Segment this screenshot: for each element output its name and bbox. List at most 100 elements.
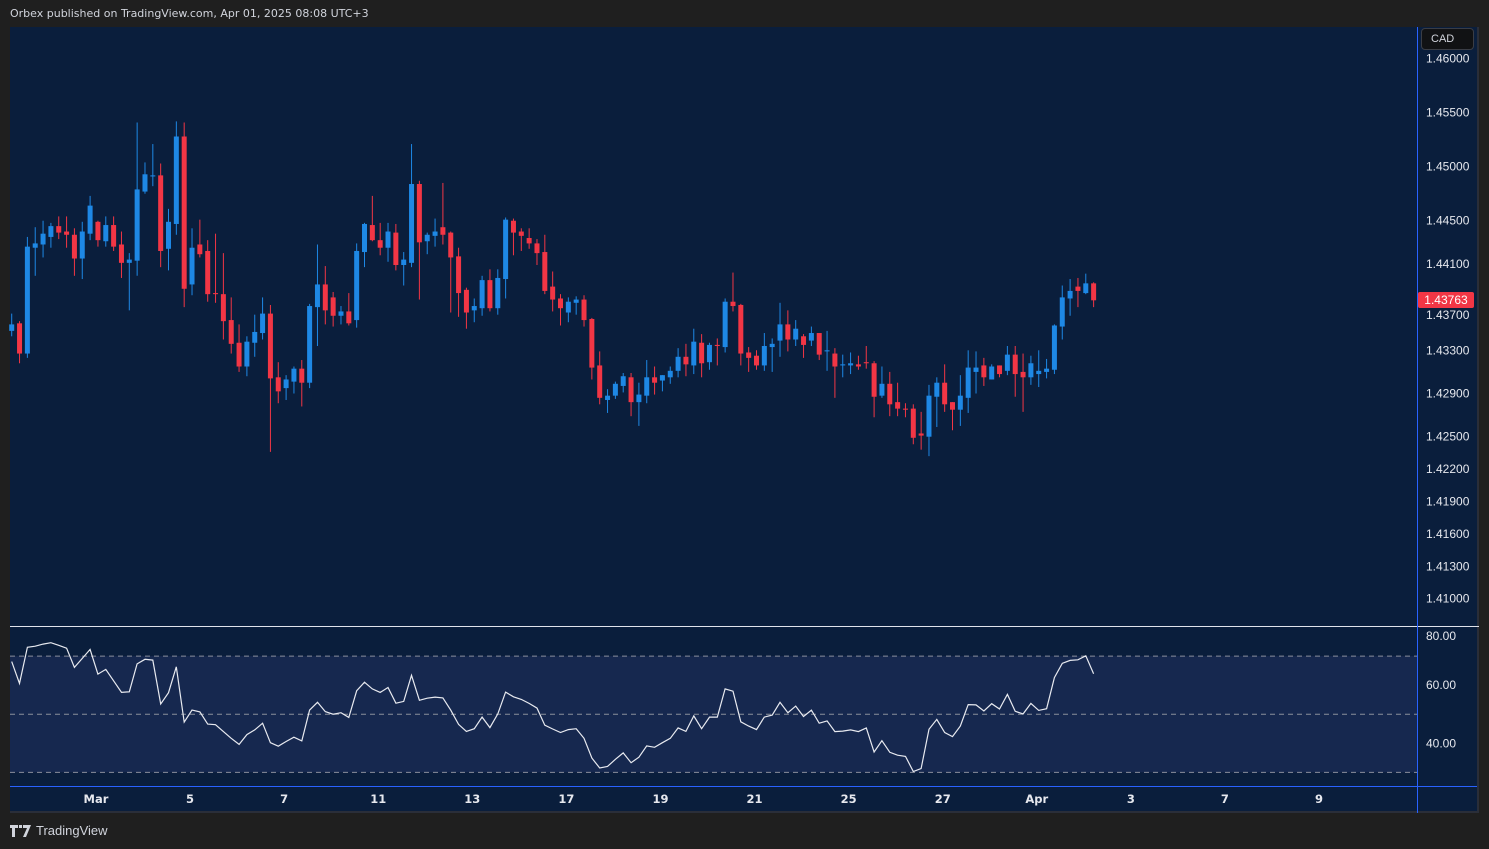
time-tick-label: 21 [747, 792, 763, 806]
candle [871, 361, 877, 418]
candle [1059, 285, 1065, 340]
candle-body [699, 342, 705, 364]
candle-body [1004, 354, 1010, 371]
candle-body [1091, 283, 1097, 301]
time-tick-label: 13 [464, 792, 480, 806]
candle-body [432, 231, 438, 236]
candle-body [111, 225, 117, 247]
candle-body [855, 364, 861, 367]
candle-body [973, 367, 979, 372]
candle [150, 144, 156, 187]
candle [126, 253, 132, 311]
candle-body [158, 175, 164, 251]
candle [573, 296, 579, 315]
candle-body [746, 352, 752, 358]
candle-body [213, 293, 219, 295]
tradingview-logo[interactable]: TradingView [10, 823, 108, 838]
candle-body [1036, 370, 1042, 375]
candle [973, 351, 979, 394]
candle-body [95, 221, 101, 241]
candle [855, 355, 861, 370]
candle [965, 350, 971, 413]
candle [675, 348, 681, 378]
candle-body [832, 353, 838, 367]
candle-body [275, 377, 281, 392]
time-tick-label: Apr [1025, 792, 1048, 806]
candle-body [448, 232, 454, 258]
candle-body [895, 402, 901, 409]
rsi-tick-label: 40.00 [1426, 736, 1456, 750]
candle [291, 366, 297, 394]
candle [377, 222, 383, 256]
candle [503, 217, 509, 299]
time-tick-label: 27 [935, 792, 951, 806]
candle [926, 384, 932, 457]
candle-body [471, 306, 477, 311]
candle-body [173, 136, 179, 224]
candle [409, 144, 415, 268]
candle-body [730, 301, 736, 307]
candle [64, 216, 70, 248]
time-tick-label: 7 [280, 792, 288, 806]
candle [801, 334, 807, 358]
candle-body [848, 363, 854, 366]
time-tick-label: 3 [1127, 792, 1135, 806]
candle [746, 347, 752, 372]
candle-body [9, 324, 15, 331]
candle [518, 228, 524, 251]
candle-body [32, 243, 38, 248]
candle [479, 275, 485, 316]
candle [902, 403, 908, 418]
rsi-pane [10, 655, 1417, 773]
time-tick-label: 5 [186, 792, 194, 806]
candle [103, 216, 109, 247]
candle-body [667, 370, 673, 378]
candle-body [479, 280, 485, 309]
candle [840, 354, 846, 378]
candle-body [706, 344, 712, 363]
candle [142, 162, 148, 194]
candle [1044, 358, 1050, 379]
candle [777, 302, 783, 357]
candle-body [244, 341, 250, 367]
candle [910, 404, 916, 445]
candle-body [926, 395, 932, 437]
price-tick-label: 1.41900 [1426, 494, 1470, 508]
candle [918, 411, 924, 450]
candle [56, 216, 62, 240]
candle-body [299, 368, 305, 383]
candle-body [581, 299, 587, 321]
candle-body [644, 377, 650, 396]
candle-body [456, 256, 462, 294]
candle-body [652, 377, 658, 383]
candle-body [71, 234, 77, 259]
currency-button[interactable]: CAD [1421, 28, 1474, 50]
price-tick-label: 1.43700 [1426, 308, 1470, 322]
candle [338, 306, 344, 325]
price-tick-label: 1.42500 [1426, 430, 1470, 444]
candle-body [754, 355, 759, 366]
candle-body [48, 226, 54, 237]
candle-body [252, 331, 258, 343]
candle-body [902, 408, 908, 410]
time-tick-label: 25 [841, 792, 857, 806]
candle-body [377, 240, 383, 248]
candle-body [558, 298, 563, 309]
candle-body [1083, 283, 1089, 294]
candle [416, 180, 422, 300]
candle [346, 293, 352, 326]
candle [307, 303, 313, 389]
candle [1004, 345, 1010, 376]
candle [699, 334, 705, 378]
candle-body [228, 320, 234, 344]
candle-body [64, 231, 70, 235]
candle-body [24, 246, 30, 354]
candle [330, 291, 336, 327]
candle-body [769, 343, 775, 348]
candle-body [793, 328, 799, 340]
candle-body [330, 297, 336, 316]
candle [24, 236, 30, 358]
candle-body [620, 376, 626, 386]
candle [471, 298, 477, 323]
